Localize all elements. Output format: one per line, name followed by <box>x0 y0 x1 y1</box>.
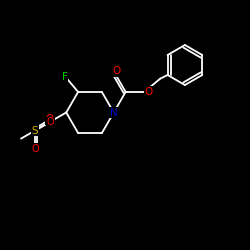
Text: O: O <box>47 118 54 128</box>
Text: F: F <box>62 72 68 83</box>
Text: O: O <box>112 66 120 76</box>
Text: S: S <box>32 126 38 136</box>
Text: O: O <box>145 87 153 97</box>
Text: O: O <box>31 144 39 154</box>
Text: N: N <box>110 108 118 118</box>
Text: O: O <box>45 114 54 124</box>
